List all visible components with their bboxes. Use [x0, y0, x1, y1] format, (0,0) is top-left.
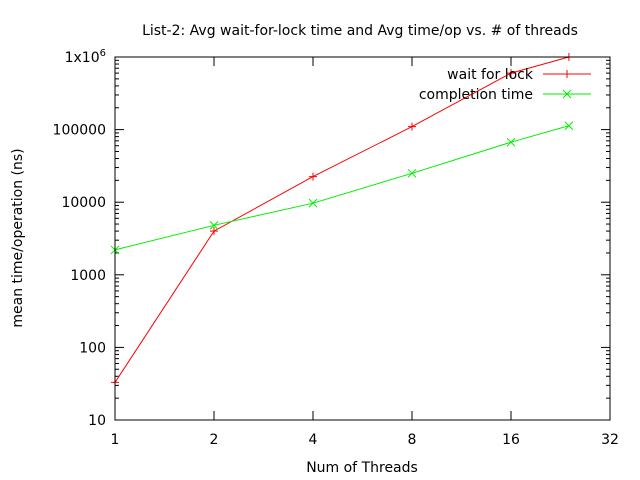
y-axis-title: mean time/operation (ns) [10, 148, 26, 327]
x-tick-label: 1 [111, 432, 120, 448]
point-marker [562, 89, 572, 99]
x-tick-label: 4 [309, 432, 318, 448]
point-marker [564, 121, 574, 131]
chart-title: List-2: Avg wait-for-lock time and Avg t… [142, 23, 578, 39]
y-tick-label: 10000 [61, 195, 106, 211]
y-tick-label: 1x106 [65, 48, 106, 66]
series-layer [110, 53, 574, 387]
point-marker [308, 198, 318, 208]
x-tick-label: 8 [408, 432, 417, 448]
plot-frame [114, 56, 611, 421]
x-tick-label: 16 [502, 432, 520, 448]
series-wait-for-lock [111, 53, 573, 387]
series-line [114, 56, 570, 383]
y-tick-label: 1000 [70, 268, 106, 284]
x-axis-title: Num of Threads [306, 460, 418, 476]
y-tick-label: 100000 [53, 123, 106, 139]
legend: wait for lock completion time [419, 67, 591, 103]
legend-label: wait for lock [447, 67, 534, 83]
y-tick-label: 10 [88, 413, 106, 429]
point-marker [407, 168, 417, 178]
x-axis-ticks: 1 2 4 8 16 32 [111, 57, 619, 448]
series-line [114, 125, 570, 251]
legend-label: completion time [419, 87, 533, 103]
series-completion-time [110, 121, 574, 255]
point-marker [506, 137, 516, 147]
x-tick-label: 32 [601, 432, 619, 448]
y-axis-ticks: 10 100 1000 10000 100000 1x106 [53, 48, 610, 429]
point-marker [209, 220, 219, 230]
y-tick-exponent: 6 [100, 48, 106, 59]
x-tick-label: 2 [210, 432, 219, 448]
y-tick-label: 100 [79, 340, 106, 356]
